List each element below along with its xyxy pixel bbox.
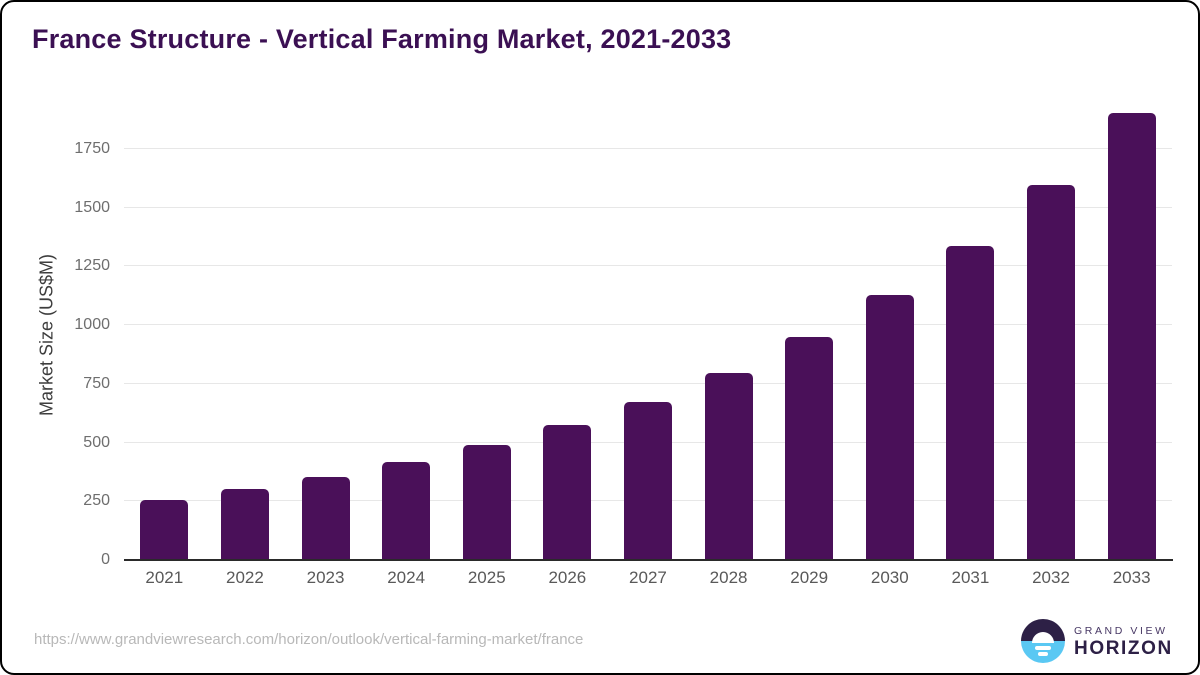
bar-2026 xyxy=(543,424,592,560)
y-tick-label-1500: 1500 xyxy=(74,198,110,216)
x-axis-line xyxy=(124,559,1173,561)
x-axis-label-2027: 2027 xyxy=(629,568,667,587)
y-tick-label-1750: 1750 xyxy=(74,140,110,157)
x-axis-label-2031: 2031 xyxy=(951,568,990,587)
x-axis-label-2022: 2022 xyxy=(226,568,264,587)
gridline-1500 xyxy=(124,206,1172,208)
bar-2024 xyxy=(382,462,431,560)
bar-slot-2021 xyxy=(124,100,205,560)
x-axis-label-2025: 2025 xyxy=(467,568,506,587)
bar-slot-2022 xyxy=(205,100,286,560)
horizon-sun-icon xyxy=(1021,619,1065,663)
x-axis-label-2029: 2029 xyxy=(790,568,829,587)
bar-slot-2030 xyxy=(849,100,930,560)
x-axis-label-2024: 2024 xyxy=(387,568,426,587)
bar-series xyxy=(124,100,1172,560)
bar-slot-2026 xyxy=(527,100,608,560)
x-axis-label-2028: 2028 xyxy=(709,568,748,587)
bar-slot-2027 xyxy=(608,100,689,560)
horizon-stripe-1 xyxy=(1035,646,1051,650)
sun-dome-shape xyxy=(1032,632,1054,643)
bar-2023 xyxy=(301,477,350,560)
x-axis-labels: 2021 2022 2023 2024 2025 2026 2027 2028 2029 2030… xyxy=(124,568,1172,588)
plot-area xyxy=(124,100,1172,560)
bar-slot-2033 xyxy=(1091,100,1172,560)
grand-view-horizon-logo: GRAND VIEW HORIZON xyxy=(1021,619,1173,663)
horizon-stripe-2 xyxy=(1038,652,1048,656)
bar-slot-2023 xyxy=(285,100,366,560)
bar-slot-2024 xyxy=(366,100,447,560)
x-axis-label-2033: 2033 xyxy=(1112,568,1151,587)
x-axis-label-2030: 2030 xyxy=(870,568,909,587)
y-axis-ticks: 0 250 500 750 1000 1250 1500 1750 xyxy=(54,100,110,568)
y-tick-label-500: 500 xyxy=(83,433,110,451)
bar-2027 xyxy=(623,401,672,560)
gridline-1000 xyxy=(124,324,1172,326)
gridline-1250 xyxy=(124,265,1172,267)
gridline-1750 xyxy=(124,148,1172,149)
bar-2030 xyxy=(865,295,914,560)
bar-2025 xyxy=(462,444,511,560)
logo-text: GRAND VIEW HORIZON xyxy=(1074,625,1173,658)
x-axis-label-2026: 2026 xyxy=(548,568,587,587)
bar-slot-2029 xyxy=(769,100,850,560)
bar-slot-2032 xyxy=(1011,100,1092,560)
y-tick-label-0: 0 xyxy=(101,551,110,568)
x-axis-label-2032: 2032 xyxy=(1032,568,1070,587)
gridline-750 xyxy=(124,382,1172,384)
bar-2021 xyxy=(140,499,189,560)
bar-slot-2031 xyxy=(930,100,1011,560)
y-tick-label-1000: 1000 xyxy=(74,316,110,334)
bar-slot-2028 xyxy=(688,100,769,560)
bar-2028 xyxy=(704,372,753,560)
source-url: https://www.grandviewresearch.com/horizo… xyxy=(34,631,584,648)
bar-slot-2025 xyxy=(446,100,527,560)
logo-brand-name: GRAND VIEW xyxy=(1074,624,1168,637)
chart-title: France Structure - Vertical Farming Mark… xyxy=(32,24,732,54)
bar-2031 xyxy=(946,246,995,560)
x-axis-label-2023: 2023 xyxy=(306,568,345,587)
y-tick-label-250: 250 xyxy=(83,492,110,510)
logo-product-name: HORIZON xyxy=(1074,637,1173,659)
bar-2032 xyxy=(1027,185,1075,560)
bar-2022 xyxy=(220,489,269,560)
x-axis-label-2021: 2021 xyxy=(145,568,184,587)
bar-2033 xyxy=(1107,113,1156,560)
y-tick-label-750: 750 xyxy=(83,374,110,392)
bar-2029 xyxy=(785,337,834,560)
y-tick-label-1250: 1250 xyxy=(74,257,110,275)
